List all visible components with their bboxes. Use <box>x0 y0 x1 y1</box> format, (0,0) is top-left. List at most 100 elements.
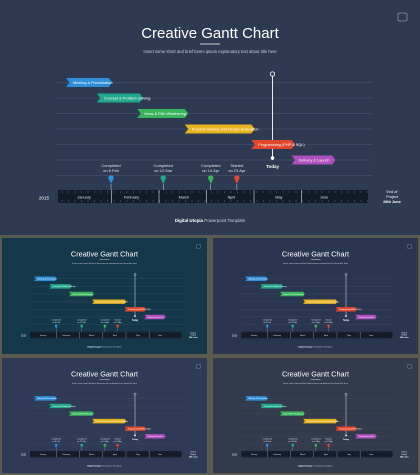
timeline-month-label: May <box>347 335 351 337</box>
milestone-pin-icon <box>291 324 295 329</box>
milestone-date: on 23 Apr <box>113 440 122 443</box>
milestone-pin-icon <box>54 443 58 449</box>
end-of-project-date: 28th June <box>189 455 198 458</box>
task-label: Concept & Problem Solving <box>104 97 150 101</box>
task-label: Delivery & Launch <box>359 435 374 438</box>
task-bar <box>260 403 283 409</box>
milestone-pin-icon <box>103 443 107 449</box>
milestone-label: Started <box>230 163 243 168</box>
task-label: Concept & Problem Solving <box>264 285 287 288</box>
timeline-month-label: February <box>63 453 70 456</box>
timeline-month-label: January <box>40 453 47 456</box>
today-line-bottom-dot <box>345 315 347 317</box>
milestone-pin-icon <box>314 324 318 329</box>
thumbnail-slide-2[interactable]: Creative Gantt Chart Insert some short an… <box>213 238 418 354</box>
task-label: Programming (PHP & SQL) <box>128 309 151 311</box>
milestone-date: on 14 Apr <box>202 168 220 173</box>
milestone-pin-icon <box>291 443 295 449</box>
timeline-strip <box>241 331 393 339</box>
timeline-month-label: April <box>113 453 117 456</box>
milestone-label: Completed <box>288 438 297 441</box>
task-label: Meeting & Presentation <box>38 278 57 281</box>
footer-brand: Digital Utopia <box>298 346 313 349</box>
timeline-strip <box>30 450 182 458</box>
timeline-month-label: May <box>275 196 282 200</box>
today-line-top-dot <box>344 273 348 276</box>
end-of-project-label: End of <box>387 190 399 194</box>
task-label: Delivery & Launch <box>299 159 330 163</box>
milestone-date: on 14 Apr <box>101 321 110 324</box>
timeline-month-label: March <box>179 196 190 200</box>
milestone-label: Completed <box>51 438 60 441</box>
slide-footer: Digital Utopia Powerpoint Template <box>87 465 122 468</box>
task-label: Delivery & Launch <box>359 317 374 319</box>
timeline-strip <box>58 190 368 203</box>
timeline-month-label: April <box>113 334 117 337</box>
task-bar <box>251 140 296 149</box>
thumbnail-slide-4[interactable]: Creative Gantt Chart Insert some short an… <box>213 358 418 473</box>
slide-footer: Digital Utopia Powerpoint Template <box>87 346 122 349</box>
timeline-month-label: February <box>63 335 70 337</box>
milestone-label: Started <box>114 438 120 441</box>
thumbnail-slide-3[interactable]: Creative Gantt Chart Insert some short an… <box>2 358 207 473</box>
slide-title: Creative Gantt Chart <box>141 25 279 42</box>
timeline-month-label: April <box>324 334 328 337</box>
task-label: Problem Solving and Design Evaluation <box>96 420 128 423</box>
timeline-month-label: May <box>136 454 140 456</box>
task-bar <box>291 155 336 165</box>
milestone-pin-icon <box>160 175 167 184</box>
today-line-top-dot <box>269 71 276 77</box>
milestone-pin-icon <box>108 175 114 184</box>
today-line-top-dot <box>344 392 348 396</box>
milestone-date: on 23 Apr <box>324 321 333 324</box>
timeline-strip <box>241 450 393 458</box>
milestone-label: Completed <box>77 318 86 321</box>
page-number-badge <box>196 364 201 369</box>
task-label: Delivery & Launch <box>148 317 163 319</box>
thumbnail-slide-1[interactable]: Creative Gantt Chart Insert some short an… <box>2 238 207 354</box>
milestone-date: on 8 Feb <box>103 168 120 173</box>
end-of-project-date: 28th June <box>400 455 409 458</box>
task-label: Programming (PHP & SQL) <box>128 428 151 431</box>
milestone-label: Completed <box>51 318 60 321</box>
task-label: Meeting & Presentation <box>249 278 268 281</box>
milestone-label: Completed <box>311 438 320 441</box>
main-slide[interactable]: Creative Gantt Chart Insert some short an… <box>0 0 420 235</box>
task-bar <box>245 396 268 401</box>
timeline-month-label: January <box>251 335 258 337</box>
milestone-date: on 14 Apr <box>312 321 321 324</box>
task-bar <box>68 411 94 416</box>
milestone-date: on 23 Apr <box>228 168 246 173</box>
milestone-label: Completed <box>77 438 86 441</box>
milestone-pin-icon <box>116 443 119 449</box>
task-bar <box>124 307 147 312</box>
footer-brand: Digital Utopia <box>298 465 313 468</box>
timeline-strip <box>30 331 182 339</box>
year-label: 2015 <box>232 335 238 337</box>
task-label: Ideas & Fifth Weathering <box>283 293 303 296</box>
footer-suffix: Powerpoint Template <box>203 218 246 223</box>
end-of-project-label: End of <box>402 451 408 453</box>
end-of-project-label: End of <box>191 332 197 334</box>
milestone-label: Completed <box>262 318 271 321</box>
task-label: Meeting & Presentation <box>249 397 268 400</box>
milestone-label: Completed <box>201 163 220 168</box>
task-label: Problem Solving and Design Evaluation <box>192 128 259 132</box>
milestone-pin-icon <box>265 324 269 329</box>
task-bar <box>144 434 166 439</box>
footer-brand: Digital Utopia <box>175 218 204 223</box>
slide-title: Creative Gantt Chart <box>71 250 138 259</box>
end-of-project-label: End of <box>191 451 197 453</box>
today-line-top-dot <box>133 273 137 276</box>
timeline-month-label: February <box>274 453 281 456</box>
timeline-month-label: March <box>89 453 94 456</box>
slide-title: Creative Gantt Chart <box>71 370 138 379</box>
milestone-pin-icon <box>265 443 269 449</box>
milestone-date: on 12 Mar <box>77 321 86 324</box>
milestone-pin-icon <box>103 324 107 329</box>
timeline-month-label: January <box>77 196 91 200</box>
task-bar <box>92 299 127 304</box>
task-label: Problem Solving and Design Evaluation <box>307 420 339 423</box>
timeline-month-label: May <box>136 335 140 337</box>
milestone-date: on 14 Apr <box>101 440 110 443</box>
